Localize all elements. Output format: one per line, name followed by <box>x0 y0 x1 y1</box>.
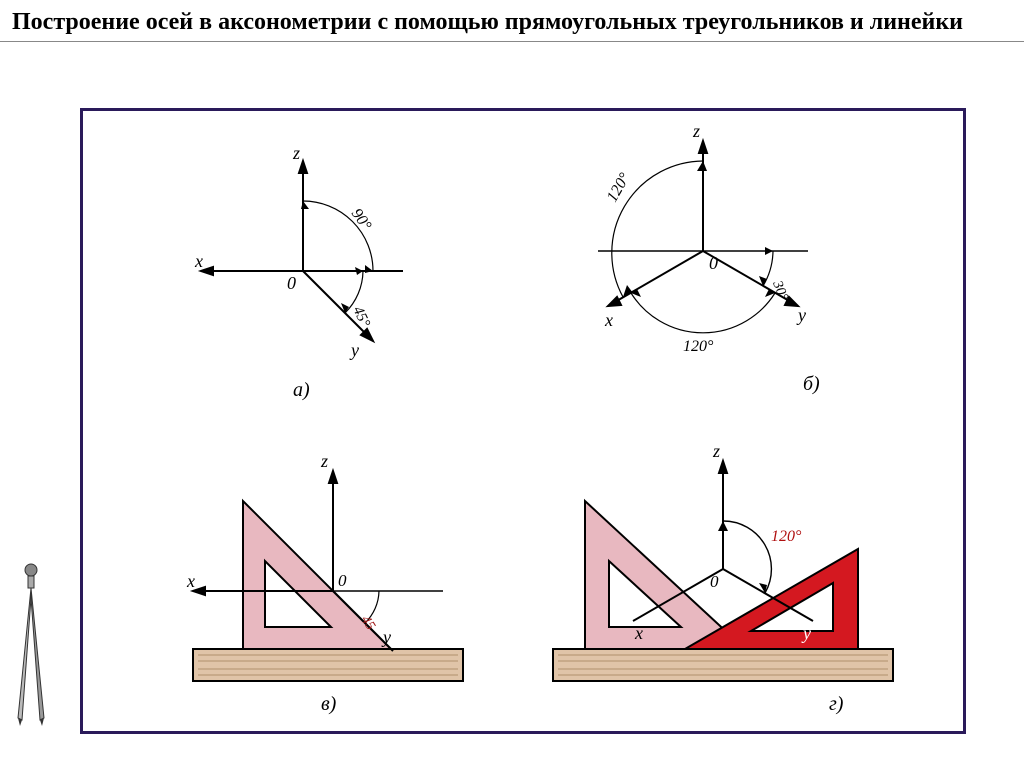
axis-y-label: y <box>349 340 359 360</box>
sublabel-b: б) <box>803 373 820 396</box>
axis-y-label: y <box>796 305 806 325</box>
ruler-shape <box>193 649 463 681</box>
angle-45-label: 45° <box>349 304 372 330</box>
origin-label: 0 <box>338 571 347 590</box>
diagram-a: z x y 0 90° 45° а) <box>173 131 433 391</box>
axis-x-label: x <box>634 623 643 643</box>
page-title: Построение осей в аксонометрии с помощью… <box>0 0 1024 42</box>
ruler-shape <box>553 649 893 681</box>
axis-z-label: z <box>692 121 700 141</box>
axis-z-label: z <box>712 441 720 461</box>
axis-z-label: z <box>320 451 328 471</box>
axis-x-label: x <box>604 310 613 330</box>
angle-90-label: 90° <box>348 206 375 235</box>
axis-y-label: y <box>801 623 811 643</box>
origin-label: 0 <box>710 572 719 591</box>
diagram-b: z x y 0 120° 120° 30° б) <box>523 121 863 411</box>
sublabel-a: а) <box>293 379 310 402</box>
diagram-frame: z x y 0 90° 45° а) <box>80 108 966 734</box>
angle-120b-label: 120° <box>683 338 714 355</box>
sublabel-v: в) <box>321 693 336 716</box>
axis-x-label: x <box>186 571 195 591</box>
origin-label: 0 <box>709 253 718 273</box>
sublabel-g: г) <box>829 693 843 716</box>
diagram-v: z x y 0 45 в) <box>143 431 483 721</box>
diagram-g: z x y 0 120° г) <box>523 431 923 721</box>
axis-y-label: y <box>381 627 391 647</box>
axis-x-label: x <box>194 251 203 271</box>
origin-label: 0 <box>287 273 296 293</box>
axis-z-label: z <box>292 143 300 163</box>
compass-icon <box>6 558 56 728</box>
angle-120-label: 120° <box>771 528 802 545</box>
